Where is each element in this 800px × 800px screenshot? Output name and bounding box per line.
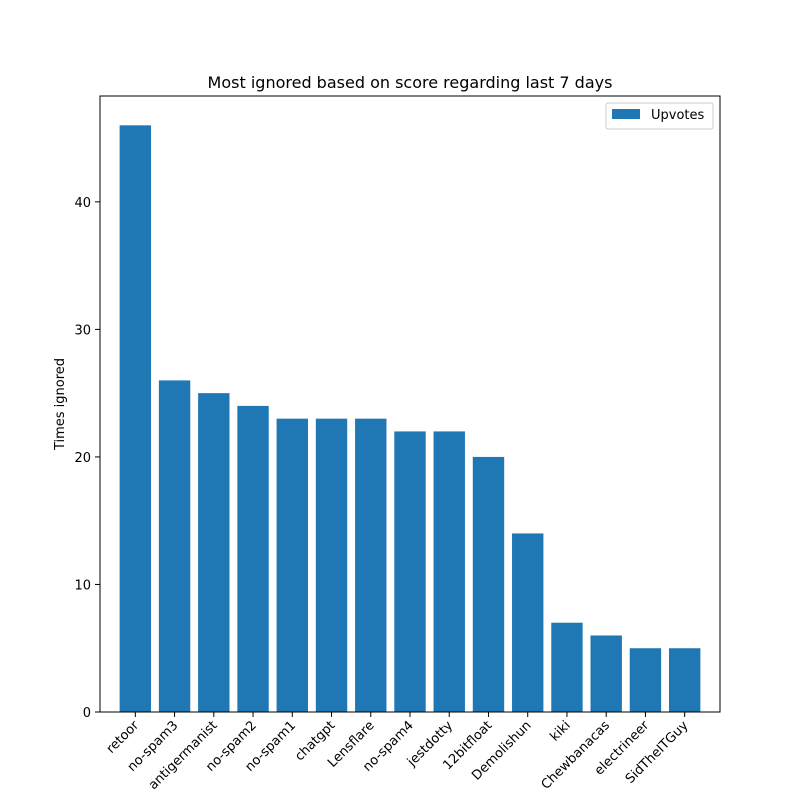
y-axis-ticks: 0 10 20 30 40 <box>74 196 100 721</box>
y-tick-label: 30 <box>74 323 91 338</box>
bar-no-spam4 <box>394 431 426 712</box>
bar-electrineer <box>629 648 662 712</box>
plot-frame <box>99 95 721 713</box>
bar-SidTheITGuy <box>668 648 701 712</box>
bar-jestdotty <box>433 431 465 712</box>
bar-chatgpt <box>315 418 348 712</box>
x-tick-label: Chewbanacas <box>539 718 614 793</box>
y-tick-label: 10 <box>74 578 91 593</box>
bar-no-spam2 <box>237 405 269 712</box>
x-axis-ticks: retoorno-spam3antigermanistno-spam2no-sp… <box>104 712 692 793</box>
bar-no-spam3 <box>158 380 191 712</box>
bar-no-spam1 <box>276 418 308 712</box>
y-axis-label: Times ignored <box>53 358 68 451</box>
bar-antigermanist <box>198 393 230 712</box>
x-tick-label: antigermanist <box>146 718 221 793</box>
chart-title: Most ignored based on score regarding la… <box>208 73 613 92</box>
legend-swatch <box>612 109 640 119</box>
y-tick-label: 40 <box>74 196 91 211</box>
bar-Chewbanacas <box>590 635 622 712</box>
x-tick-label: kiki <box>547 718 573 744</box>
bar-retoor <box>119 125 152 713</box>
legend: Upvotes <box>605 102 714 130</box>
y-tick-label: 20 <box>74 451 91 466</box>
bar-kiki <box>551 622 583 712</box>
bars-group <box>119 125 701 713</box>
bar-12bitfloat <box>472 456 505 712</box>
bar-Lensflare <box>355 418 387 712</box>
bar-Demolishun <box>512 533 544 712</box>
legend-label-upvotes: Upvotes <box>651 108 705 123</box>
y-tick-label: 0 <box>83 706 91 721</box>
